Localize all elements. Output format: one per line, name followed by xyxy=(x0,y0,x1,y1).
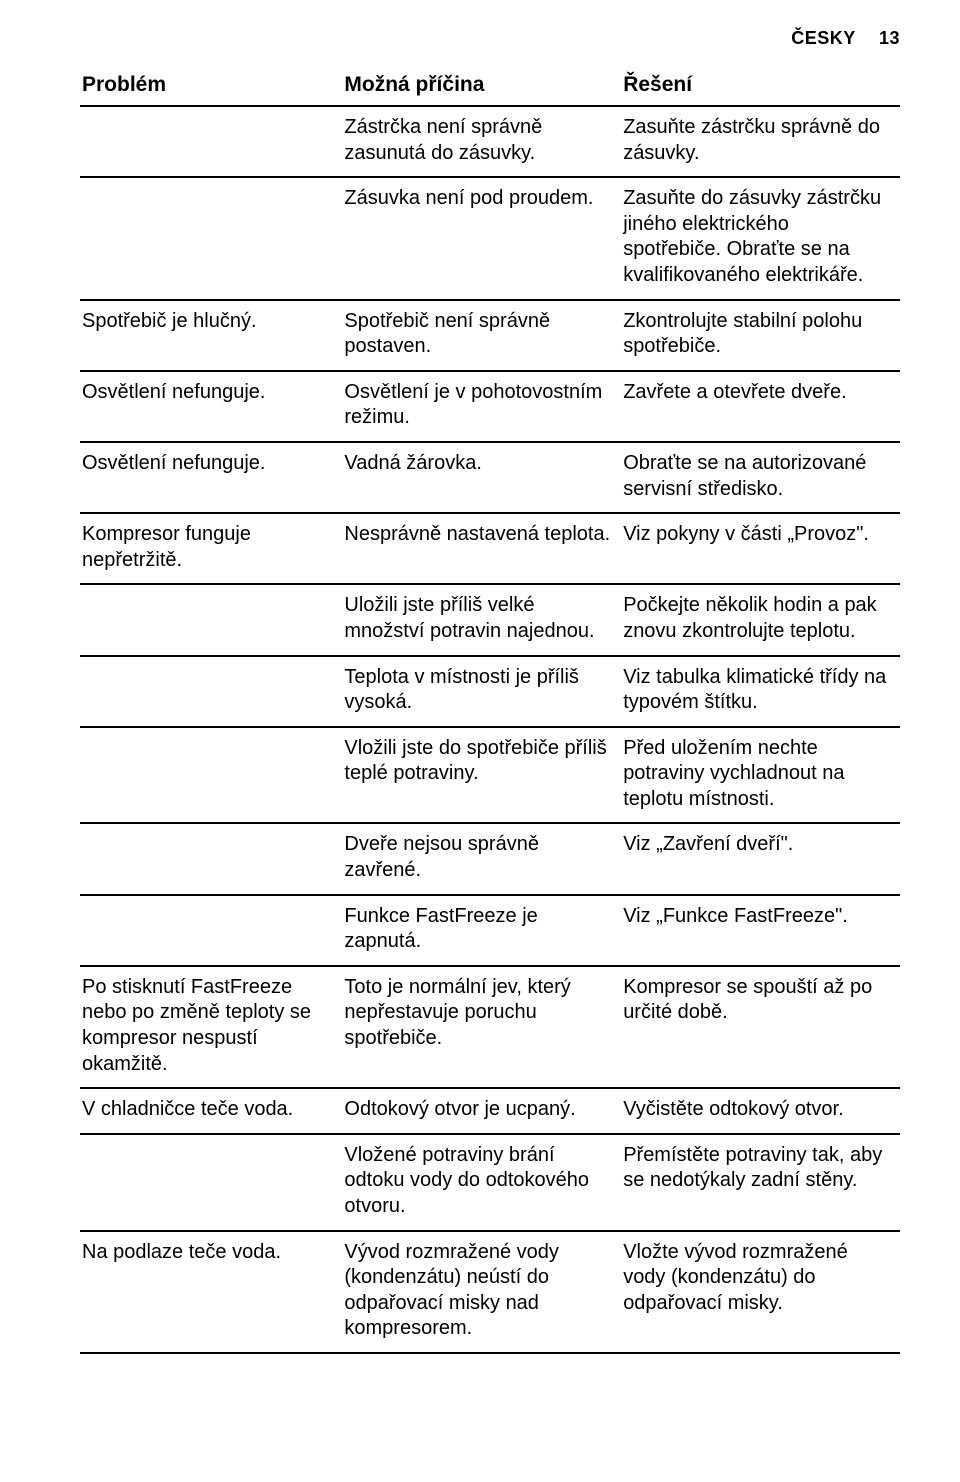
cell-problem: Osvětlení nefunguje. xyxy=(80,442,342,513)
cell-cause: Toto je normální jev, který nepřestavuje… xyxy=(342,966,621,1088)
cell-cause: Odtokový otvor je ucpaný. xyxy=(342,1088,621,1134)
table-body: Zástrčka není správně zasunutá do zásuvk… xyxy=(80,106,900,1353)
table-row: Teplota v místnosti je příliš vysoká. Vi… xyxy=(80,656,900,727)
cell-problem xyxy=(80,727,342,824)
cell-cause: Uložili jste příliš velké množství potra… xyxy=(342,584,621,655)
cell-cause: Osvětlení je v pohotovostním režimu. xyxy=(342,371,621,442)
cell-solution: Zasuňte zástrčku správně do zásuvky. xyxy=(621,106,900,177)
page-header: ČESKY 13 xyxy=(80,28,900,49)
cell-solution: Počkejte několik hodin a pak znovu zkont… xyxy=(621,584,900,655)
cell-problem xyxy=(80,1134,342,1231)
cell-problem: Po stisknutí FastFreeze nebo po změně te… xyxy=(80,966,342,1088)
cell-problem: V chladničce teče voda. xyxy=(80,1088,342,1134)
cell-problem xyxy=(80,177,342,299)
cell-cause: Vložili jste do spotřebiče příliš teplé … xyxy=(342,727,621,824)
table-row: Osvětlení nefunguje. Vadná žárovka. Obra… xyxy=(80,442,900,513)
cell-solution: Viz tabulka klimatické třídy na typovém … xyxy=(621,656,900,727)
cell-cause: Vývod rozmražené vody (kondenzátu) neúst… xyxy=(342,1231,621,1353)
cell-cause: Vadná žárovka. xyxy=(342,442,621,513)
troubleshooting-table: Problém Možná příčina Řešení Zástrčka ne… xyxy=(80,67,900,1354)
cell-solution: Zkontrolujte stabilní polohu spotřebiče. xyxy=(621,300,900,371)
cell-solution: Zavřete a otevřete dveře. xyxy=(621,371,900,442)
table-header-row: Problém Možná příčina Řešení xyxy=(80,67,900,106)
header-page-number: 13 xyxy=(879,28,900,48)
cell-problem: Kompresor funguje nepřetržitě. xyxy=(80,513,342,584)
cell-cause: Zásuvka není pod proudem. xyxy=(342,177,621,299)
table-row: Osvětlení nefunguje. Osvětlení je v poho… xyxy=(80,371,900,442)
col-header-solution: Řešení xyxy=(621,67,900,106)
table-row: Kompresor funguje nepřetržitě. Nesprávně… xyxy=(80,513,900,584)
table-row: Zásuvka není pod proudem. Zasuňte do zás… xyxy=(80,177,900,299)
table-row: Funkce FastFreeze je zapnutá. Viz „Funkc… xyxy=(80,895,900,966)
cell-solution: Kompresor se spouští až po určité době. xyxy=(621,966,900,1088)
table-row: Vložené potraviny brání odtoku vody do o… xyxy=(80,1134,900,1231)
cell-cause: Zástrčka není správně zasunutá do zásuvk… xyxy=(342,106,621,177)
cell-problem xyxy=(80,106,342,177)
col-header-cause: Možná příčina xyxy=(342,67,621,106)
table-row: Na podlaze teče voda. Vývod rozmražené v… xyxy=(80,1231,900,1353)
table-row: Zástrčka není správně zasunutá do zásuvk… xyxy=(80,106,900,177)
cell-cause: Teplota v místnosti je příliš vysoká. xyxy=(342,656,621,727)
cell-cause: Spotřebič není správně postaven. xyxy=(342,300,621,371)
cell-solution: Viz „Zavření dveří". xyxy=(621,823,900,894)
header-language: ČESKY xyxy=(791,28,855,48)
cell-solution: Viz pokyny v části „Provoz". xyxy=(621,513,900,584)
cell-problem: Osvětlení nefunguje. xyxy=(80,371,342,442)
cell-problem xyxy=(80,656,342,727)
cell-problem: Na podlaze teče voda. xyxy=(80,1231,342,1353)
table-row: Spotřebič je hlučný. Spotřebič není sprá… xyxy=(80,300,900,371)
cell-cause: Nesprávně nastavená teplota. xyxy=(342,513,621,584)
cell-solution: Přemístěte potraviny tak, aby se nedotýk… xyxy=(621,1134,900,1231)
cell-problem: Spotřebič je hlučný. xyxy=(80,300,342,371)
table-row: Po stisknutí FastFreeze nebo po změně te… xyxy=(80,966,900,1088)
cell-cause: Vložené potraviny brání odtoku vody do o… xyxy=(342,1134,621,1231)
cell-cause: Funkce FastFreeze je zapnutá. xyxy=(342,895,621,966)
cell-solution: Viz „Funkce FastFreeze". xyxy=(621,895,900,966)
cell-problem xyxy=(80,895,342,966)
cell-solution: Vyčistěte odtokový otvor. xyxy=(621,1088,900,1134)
cell-solution: Obraťte se na autorizované servisní stře… xyxy=(621,442,900,513)
cell-problem xyxy=(80,823,342,894)
cell-cause: Dveře nejsou správně zavřené. xyxy=(342,823,621,894)
table-row: Dveře nejsou správně zavřené. Viz „Zavře… xyxy=(80,823,900,894)
cell-solution: Vložte vývod rozmražené vody (kondenzátu… xyxy=(621,1231,900,1353)
cell-solution: Před uložením nechte potraviny vychladno… xyxy=(621,727,900,824)
col-header-problem: Problém xyxy=(80,67,342,106)
cell-solution: Zasuňte do zásuvky zástrčku jiného elekt… xyxy=(621,177,900,299)
page-container: ČESKY 13 Problém Možná příčina Řešení Zá… xyxy=(0,0,960,1394)
cell-problem xyxy=(80,584,342,655)
table-row: V chladničce teče voda. Odtokový otvor j… xyxy=(80,1088,900,1134)
table-row: Uložili jste příliš velké množství potra… xyxy=(80,584,900,655)
table-row: Vložili jste do spotřebiče příliš teplé … xyxy=(80,727,900,824)
